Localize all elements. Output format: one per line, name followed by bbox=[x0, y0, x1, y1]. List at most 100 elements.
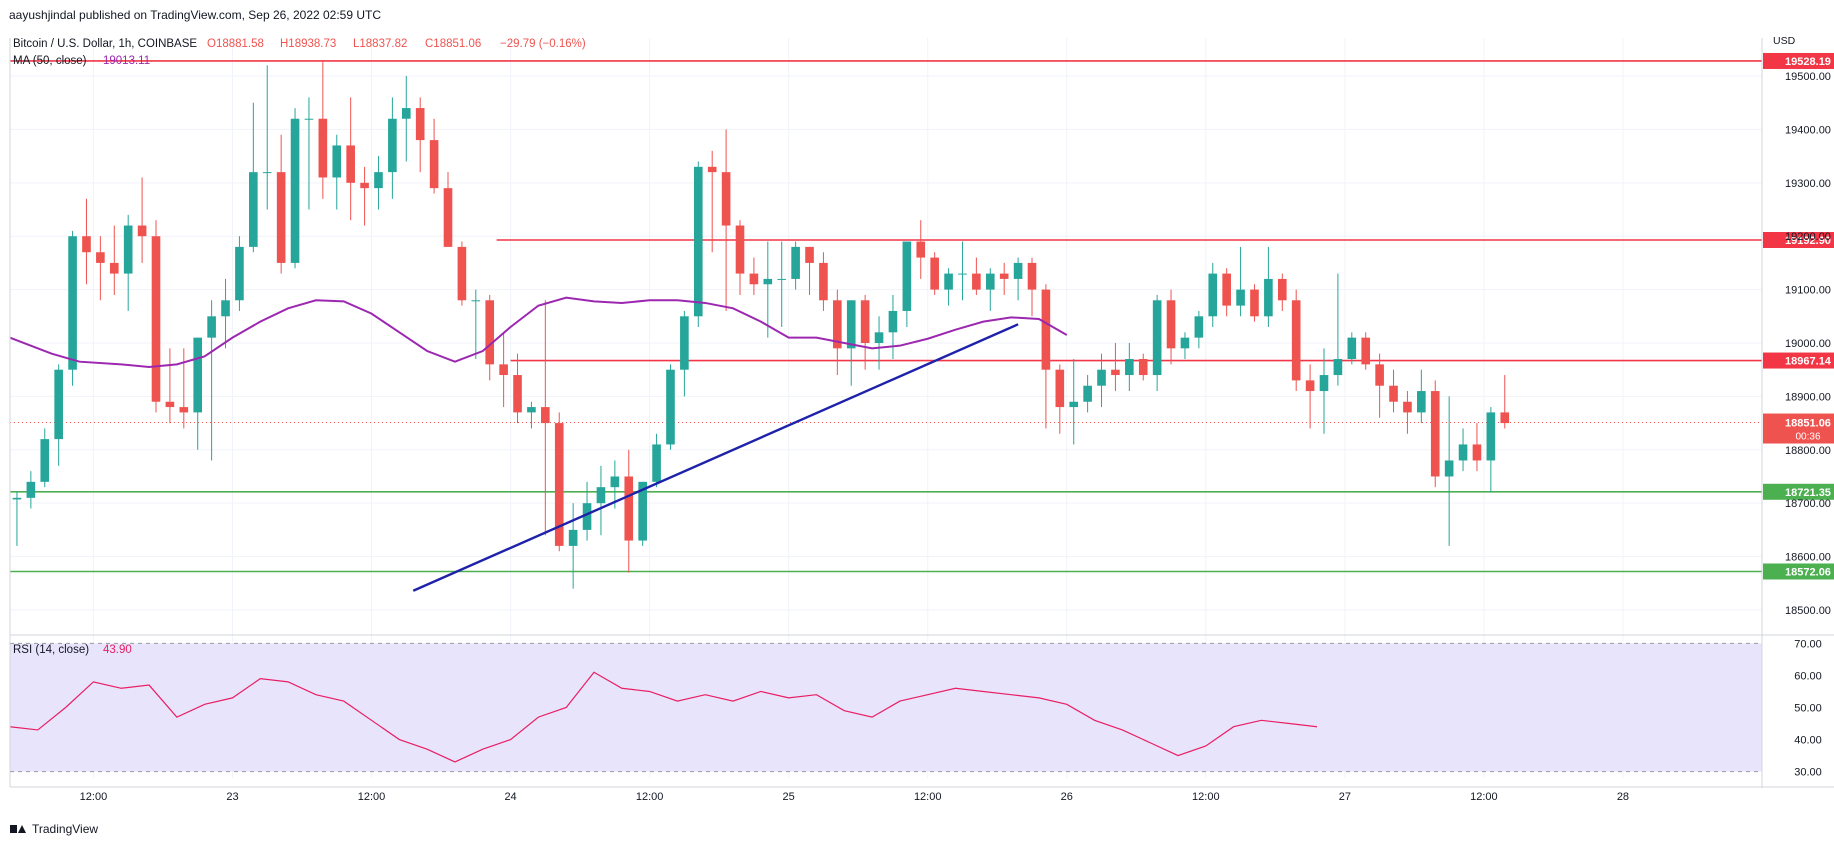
candle-body bbox=[346, 145, 355, 183]
level-price-tag bbox=[1763, 232, 1834, 249]
candle-body bbox=[1083, 385, 1092, 402]
price-tick-label: 19500.00 bbox=[1785, 71, 1831, 83]
rsi-label: RSI (14, close) bbox=[13, 644, 89, 656]
candle-body bbox=[235, 246, 244, 301]
time-tick-label: 24 bbox=[504, 791, 516, 803]
candle-body bbox=[1500, 412, 1510, 424]
rsi-tick-label: 60.00 bbox=[1794, 670, 1822, 682]
current-price-tag bbox=[1763, 413, 1834, 444]
time-tick-label: 12:00 bbox=[80, 791, 108, 803]
candle-body bbox=[1013, 262, 1023, 279]
candle-body bbox=[1041, 289, 1051, 370]
candle-body bbox=[54, 369, 63, 440]
candle-body bbox=[1097, 369, 1106, 386]
candle-body bbox=[221, 300, 230, 317]
price-tick-label: 18800.00 bbox=[1785, 445, 1831, 457]
candle-body bbox=[1417, 391, 1426, 413]
candle-body bbox=[1180, 337, 1190, 349]
candle-body bbox=[123, 225, 133, 274]
candle-body bbox=[485, 300, 495, 365]
candle-body bbox=[833, 300, 842, 349]
time-tick-label: 12:00 bbox=[636, 791, 664, 803]
price-tick-label: 19000.00 bbox=[1785, 338, 1831, 350]
candle-body bbox=[1208, 273, 1218, 317]
candle-body bbox=[1291, 300, 1301, 381]
rsi-band bbox=[10, 643, 1762, 772]
horizontal-levels: 19528.19 19192.90 18967.14 18721.35 18572.06… bbox=[10, 52, 1834, 580]
candle-body bbox=[527, 407, 536, 413]
countdown-label: 00:36 bbox=[1795, 432, 1820, 443]
candle-body bbox=[1444, 460, 1454, 477]
candle-body bbox=[1069, 401, 1079, 408]
candle-body bbox=[137, 225, 147, 237]
candle-body bbox=[819, 262, 828, 301]
candles bbox=[12, 60, 1510, 589]
trendline bbox=[412, 323, 1019, 592]
candle-body bbox=[304, 118, 314, 120]
candle-body bbox=[388, 118, 397, 173]
candle-body bbox=[1222, 273, 1231, 306]
candle-body bbox=[666, 369, 675, 445]
candle-body bbox=[791, 246, 800, 279]
price-tick-label: 18600.00 bbox=[1785, 552, 1831, 564]
time-tick-label: 12:00 bbox=[358, 791, 386, 803]
candle-body bbox=[958, 273, 967, 275]
price-tick-label: 18700.00 bbox=[1785, 498, 1831, 510]
time-tick-label: 25 bbox=[783, 791, 795, 803]
level-price-tag bbox=[1763, 483, 1834, 500]
candle-body bbox=[860, 300, 870, 343]
rsi-value: 43.90 bbox=[103, 644, 132, 656]
candle-body bbox=[805, 246, 814, 263]
rsi-tick-label: 50.00 bbox=[1794, 703, 1822, 715]
candle-body bbox=[874, 332, 884, 343]
time-tick-label: 27 bbox=[1339, 791, 1351, 803]
level-price-tag bbox=[1763, 52, 1834, 69]
time-tick-label: 12:00 bbox=[1470, 791, 1498, 803]
candle-body bbox=[888, 310, 898, 333]
candle-body bbox=[568, 529, 578, 546]
candle-body bbox=[1305, 380, 1315, 392]
candle-body bbox=[1333, 359, 1343, 376]
candle-body bbox=[1027, 262, 1037, 290]
candle-body bbox=[276, 172, 286, 263]
candle-body bbox=[944, 273, 953, 290]
time-tick-label: 26 bbox=[1061, 791, 1073, 803]
candle-body bbox=[443, 188, 453, 247]
candle-body bbox=[1403, 401, 1412, 413]
candle-body bbox=[1264, 278, 1273, 317]
candle-body bbox=[985, 273, 995, 290]
tradingview-logo-icon bbox=[10, 824, 27, 834]
candle-body bbox=[109, 262, 119, 274]
candle-body bbox=[1250, 289, 1259, 317]
candle-body bbox=[1055, 369, 1065, 408]
level-price-label: 18967.14 bbox=[1785, 356, 1832, 368]
candle-body bbox=[1138, 359, 1148, 376]
candle-body bbox=[68, 236, 77, 370]
candle-body bbox=[207, 316, 216, 338]
candle-body bbox=[541, 407, 550, 424]
ohlc-low: L18837.82 bbox=[353, 38, 407, 50]
candle-body bbox=[749, 273, 759, 285]
candle-body bbox=[1319, 375, 1329, 392]
price-tick-label: 18500.00 bbox=[1785, 605, 1831, 617]
candle-body bbox=[1347, 337, 1357, 360]
candle-body bbox=[193, 337, 203, 413]
rsi-pane: 30.00 40.00 50.00 60.00 70.00 bbox=[9, 638, 1822, 779]
candle-body bbox=[638, 481, 647, 541]
time-tick-label: 28 bbox=[1617, 791, 1629, 803]
time-tick-label: 12:00 bbox=[1192, 791, 1220, 803]
candle-body bbox=[624, 476, 634, 541]
candle-body bbox=[693, 166, 703, 317]
level-price-label: 19528.19 bbox=[1785, 56, 1831, 68]
level-price-tag bbox=[1763, 563, 1834, 580]
candle-body bbox=[680, 316, 689, 370]
candle-body bbox=[707, 166, 717, 173]
ma-label: MA (50, close) bbox=[13, 55, 87, 67]
chart-axes: 18500.00 18600.00 18700.00 18800.00 18900.00… bbox=[9, 38, 1834, 803]
candle-body bbox=[1194, 316, 1204, 338]
candle-body bbox=[82, 236, 91, 253]
candle-body bbox=[1111, 369, 1120, 376]
candle-body bbox=[763, 278, 773, 285]
rsi-tick-label: 30.00 bbox=[1794, 767, 1822, 779]
